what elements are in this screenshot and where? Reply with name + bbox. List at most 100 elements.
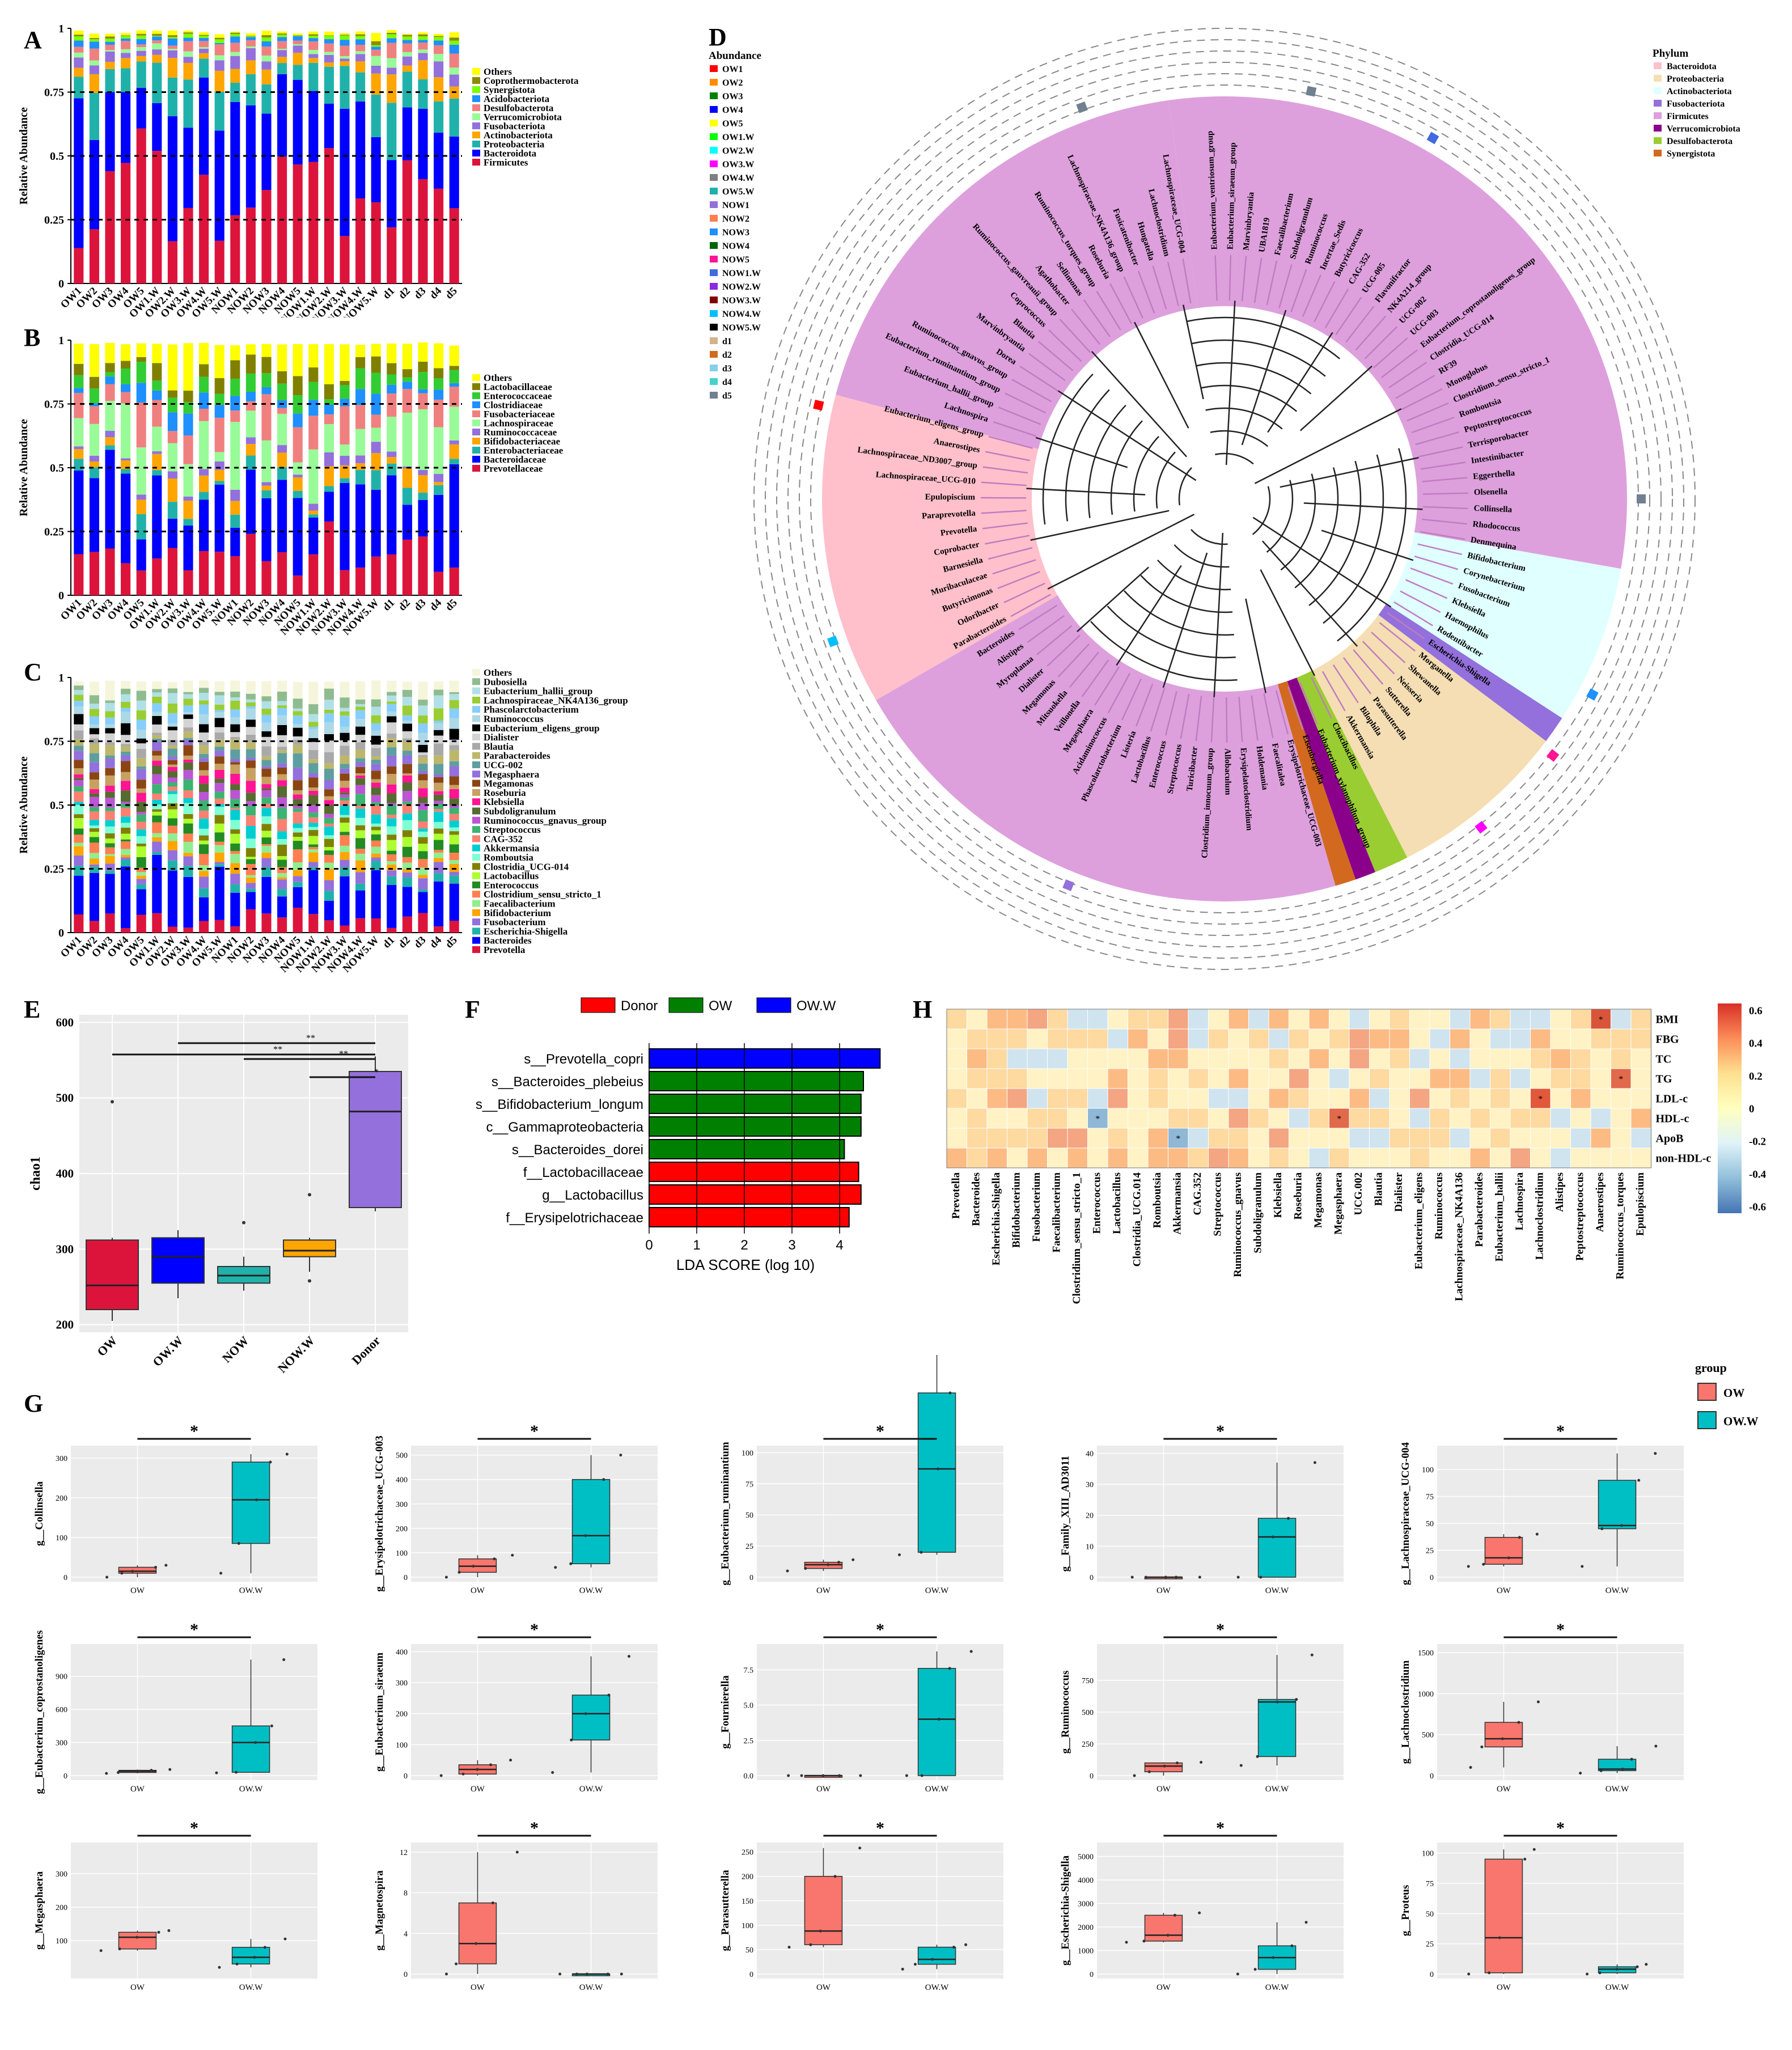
stacked-bar-segment [214, 832, 224, 842]
stacked-bar-segment [324, 384, 334, 400]
stacked-bar-segment [136, 836, 146, 844]
stacked-bar-segment [183, 402, 193, 414]
stacked-bar-segment [105, 437, 115, 446]
stacked-bar-segment [261, 722, 272, 732]
heatmap-cell [1228, 1009, 1249, 1030]
stacked-bar-segment [355, 567, 366, 595]
stacked-bar-segment [152, 837, 162, 842]
y-axis-label: Relative Abundance [18, 419, 30, 516]
stacked-bar-segment [105, 854, 115, 856]
stacked-bar-segment [449, 798, 459, 806]
stacked-bar-segment [74, 739, 84, 746]
stacked-bar-segment [324, 681, 334, 689]
stacked-bar-segment [340, 800, 350, 806]
significance-star: * [1216, 1620, 1225, 1639]
jitter-point [254, 1741, 257, 1744]
significance-star: * [1216, 1422, 1225, 1441]
stacked-bar-segment [121, 839, 131, 842]
abundance-legend-label: NOW3.W [722, 296, 761, 306]
heatmap-cell [1369, 1088, 1390, 1109]
significance-star: * [1599, 1015, 1603, 1025]
y-axis-label: Relative Abundance [18, 756, 30, 854]
stacked-bar-segment [371, 830, 381, 835]
stacked-bar-segment [167, 38, 177, 46]
stacked-bar-segment [418, 389, 428, 393]
jitter-point [964, 1943, 968, 1946]
stacked-bar-segment [402, 887, 412, 917]
tree-branch [1422, 506, 1468, 510]
stacked-bar-segment [152, 811, 162, 816]
stacked-bar-segment [74, 57, 84, 68]
stacked-bar-segment [105, 724, 115, 728]
tree-branch [988, 435, 1033, 449]
stacked-bar-segment [121, 163, 131, 283]
x-tick-label: OW.W [1265, 1785, 1289, 1794]
stacked-bar-segment [136, 719, 146, 730]
legend-label: Coprothermobacterota [484, 75, 579, 86]
stacked-bar-segment [183, 745, 193, 756]
stacked-bar-segment [371, 470, 381, 490]
stacked-bar-segment [355, 44, 366, 52]
stacked-bar-segment [340, 40, 350, 46]
jitter-point [787, 1774, 790, 1777]
stacked-bar-segment [183, 464, 193, 497]
stacked-bar-segment [293, 794, 303, 799]
abundance-marker [1426, 132, 1439, 145]
stacked-bar-segment [324, 39, 334, 44]
heatmap-cell [1349, 1068, 1370, 1089]
stacked-bar-segment [89, 780, 99, 790]
tree-branch [1162, 552, 1208, 688]
stacked-bar-segment [121, 473, 131, 564]
jitter-point [584, 1712, 587, 1716]
heatmap-cell [1087, 1147, 1108, 1168]
y-tick-label: 50 [1426, 1910, 1434, 1918]
stacked-bar-segment [167, 471, 177, 479]
y-tick-label: 300 [56, 1455, 67, 1463]
tree-internal-arc [1087, 362, 1362, 636]
sample-label: d2 [396, 597, 413, 613]
legend-swatch [472, 900, 480, 907]
stacked-bar-segment [105, 33, 115, 37]
colorbar-tick-label: -0.2 [1749, 1136, 1766, 1148]
heatmap-cell [1228, 1068, 1249, 1089]
stacked-bar-segment [324, 700, 334, 710]
plot-background [1097, 1446, 1344, 1582]
tree-branch [1410, 567, 1454, 585]
heatmap-cell [1409, 1009, 1430, 1030]
significance-star: * [190, 1819, 198, 1837]
heatmap-cell [1308, 1068, 1329, 1089]
stacked-bar-segment [89, 423, 99, 456]
stacked-bar-segment [121, 392, 131, 404]
stacked-bar-segment [199, 792, 209, 800]
stacked-bar-segment [89, 807, 99, 812]
jitter-point [1175, 1761, 1179, 1765]
stacked-bar-segment [74, 681, 84, 686]
stacked-bar-segment [434, 37, 444, 41]
tree-branch [997, 571, 1040, 589]
stacked-bar-segment [245, 36, 256, 37]
jitter-point [897, 1553, 901, 1556]
stacked-bar-segment [214, 864, 224, 867]
stacked-bar-segment [261, 61, 272, 70]
y-tick-label: 0 [58, 278, 64, 290]
tree-branch [982, 466, 1028, 474]
heatmap-cell [1047, 1048, 1068, 1069]
stacked-bar-segment [167, 841, 177, 850]
stacked-bar-segment [230, 556, 240, 595]
column-label: Megasphaera [1333, 1172, 1345, 1235]
stacked-bar-segment [261, 837, 272, 845]
stacked-bar-segment [418, 499, 428, 537]
heatmap-cell [1570, 1147, 1591, 1168]
stacked-bar-segment [89, 33, 99, 39]
stacked-bar-segment [293, 832, 303, 837]
stacked-bar-segment [261, 760, 272, 766]
stacked-bar-segment [277, 859, 287, 867]
stacked-bar-segment [74, 768, 84, 774]
y-tick-label: 200 [742, 1873, 753, 1882]
stacked-bar-segment [402, 681, 412, 690]
tree-branch [1028, 353, 1066, 382]
stacked-bar-segment [245, 469, 256, 534]
tree-branch [1400, 590, 1441, 613]
stacked-bar-segment [402, 742, 412, 751]
stacked-bar-segment [418, 797, 428, 803]
